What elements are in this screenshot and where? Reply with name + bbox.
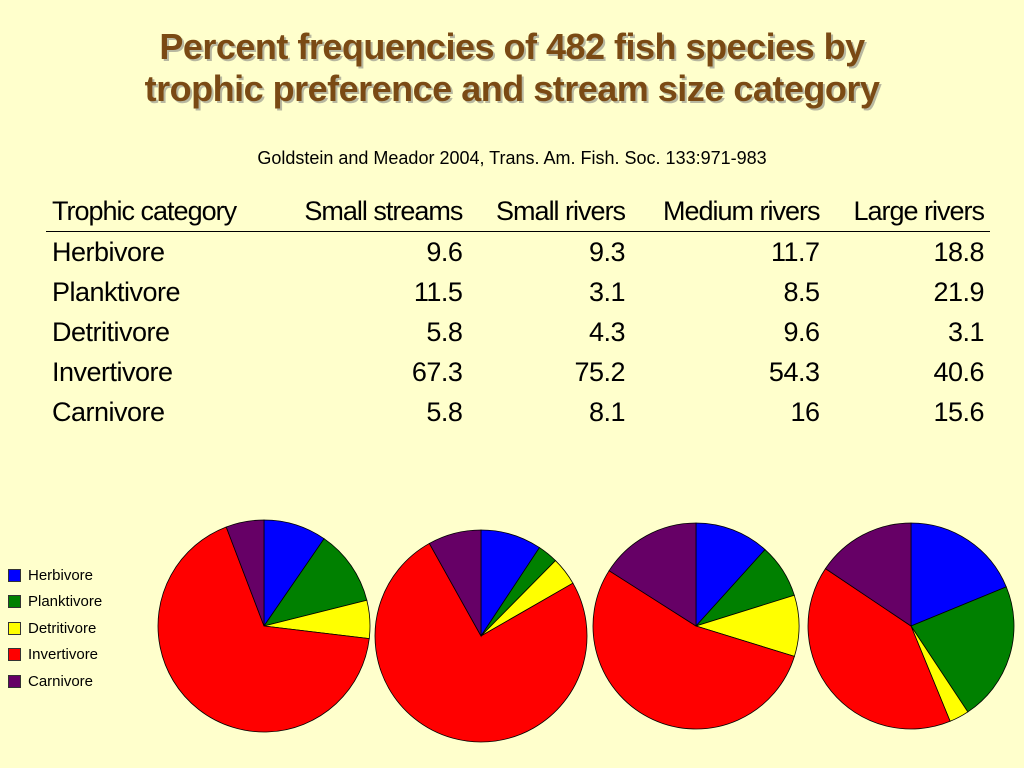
table-cell: 4.3 bbox=[589, 316, 626, 347]
row-label: Planktivore bbox=[52, 276, 181, 307]
citation-subtitle: Goldstein and Meador 2004, Trans. Am. Fi… bbox=[257, 148, 767, 168]
table-cell: 5.8 bbox=[426, 316, 463, 347]
legend-label: Planktivore bbox=[28, 593, 103, 611]
table-cell: 15.6 bbox=[933, 396, 984, 427]
header-small-rivers: Small rivers bbox=[468, 192, 632, 232]
table-cell: 18.8 bbox=[933, 236, 984, 267]
table-row: Detritivore 5.8 4.3 9.6 3.1 bbox=[46, 312, 990, 352]
table-row: Herbivore 9.6 9.3 11.7 18.8 bbox=[46, 232, 990, 273]
row-label: Invertivore bbox=[52, 356, 173, 387]
pie-slice-planktivore bbox=[910, 586, 1015, 713]
table-cell: 21.9 bbox=[933, 276, 984, 307]
table-cell: 40.6 bbox=[933, 356, 984, 387]
pie-charts bbox=[157, 519, 1015, 743]
legend-swatch bbox=[8, 648, 21, 662]
pie-slice-carnivore bbox=[608, 522, 697, 627]
legend-label: Carnivore bbox=[28, 672, 94, 690]
legend-label: Invertivore bbox=[28, 646, 99, 664]
legend-label: Herbivore bbox=[28, 566, 94, 584]
pie-slice-invertivore bbox=[592, 570, 795, 730]
table-cell: 75.2 bbox=[574, 356, 626, 387]
table-header-row: Trophic category Small streams Small riv… bbox=[46, 192, 990, 232]
pie-slice-planktivore bbox=[263, 538, 368, 627]
header-medium-rivers: Medium rivers bbox=[631, 192, 826, 232]
chart-legend: Herbivore Planktivore Detritivore Invert… bbox=[8, 562, 102, 695]
table-cell: 5.8 bbox=[426, 396, 463, 427]
row-label: Detritivore bbox=[52, 316, 170, 347]
legend-item-detritivore: Detritivore bbox=[8, 615, 102, 642]
pie-slice-herbivore bbox=[695, 522, 766, 628]
pie-slice-invertivore bbox=[807, 568, 951, 730]
legend-item-planktivore: Planktivore bbox=[8, 589, 102, 616]
header-large-rivers: Large rivers bbox=[825, 192, 990, 232]
table-row: Planktivore 11.5 3.1 8.5 21.9 bbox=[46, 272, 990, 312]
title-line-1: Percent frequencies of 482 fish species … bbox=[159, 26, 865, 67]
pie-small-rivers bbox=[374, 529, 588, 743]
row-label: Herbivore bbox=[52, 236, 165, 267]
table-cell: 9.6 bbox=[426, 236, 463, 267]
pie-small-streams bbox=[157, 519, 371, 733]
pie-slice-carnivore bbox=[225, 519, 265, 627]
title-line-2: trophic preference and stream size categ… bbox=[144, 68, 880, 109]
row-label: Carnivore bbox=[52, 396, 165, 427]
legend-item-invertivore: Invertivore bbox=[8, 642, 102, 669]
table-cell: 8.1 bbox=[589, 396, 626, 427]
pie-large-rivers bbox=[807, 522, 1015, 730]
pie-slice-herbivore bbox=[910, 522, 1007, 627]
legend-label: Detritivore bbox=[28, 619, 97, 637]
pie-medium-rivers bbox=[592, 522, 800, 730]
table-row: Carnivore 5.8 8.1 16 15.6 bbox=[46, 392, 990, 432]
legend-swatch bbox=[8, 595, 21, 609]
pie-slice-carnivore bbox=[824, 522, 912, 627]
header-trophic-category: Trophic category bbox=[46, 192, 273, 232]
pie-slice-invertivore bbox=[374, 542, 588, 743]
header-small-streams: Small streams bbox=[272, 192, 469, 232]
table-row: Invertivore 67.3 75.2 54.3 40.6 bbox=[46, 352, 990, 392]
table-cell: 9.3 bbox=[589, 236, 626, 267]
legend-item-herbivore: Herbivore bbox=[8, 562, 102, 589]
table-cell: 3.1 bbox=[589, 276, 626, 307]
trophic-table: Trophic category Small streams Small riv… bbox=[46, 192, 990, 432]
legend-item-carnivore: Carnivore bbox=[8, 668, 102, 695]
pie-slice-invertivore bbox=[157, 526, 370, 733]
legend-swatch bbox=[8, 568, 21, 582]
table-cell: 11.5 bbox=[413, 276, 463, 307]
table-cell: 8.5 bbox=[783, 276, 820, 307]
slide-title: Percent frequencies of 482 fish species … bbox=[0, 26, 1024, 110]
table-cell: 16 bbox=[790, 396, 820, 427]
table-cell: 3.1 bbox=[947, 316, 985, 347]
table-cell: 9.6 bbox=[783, 316, 820, 347]
pie-slice-carnivore bbox=[428, 529, 482, 638]
table-cell: 11.7 bbox=[770, 236, 820, 267]
table-cell: 67.3 bbox=[411, 356, 463, 387]
table-cell: 54.3 bbox=[768, 356, 820, 387]
legend-swatch bbox=[8, 621, 21, 635]
legend-swatch bbox=[8, 674, 21, 688]
